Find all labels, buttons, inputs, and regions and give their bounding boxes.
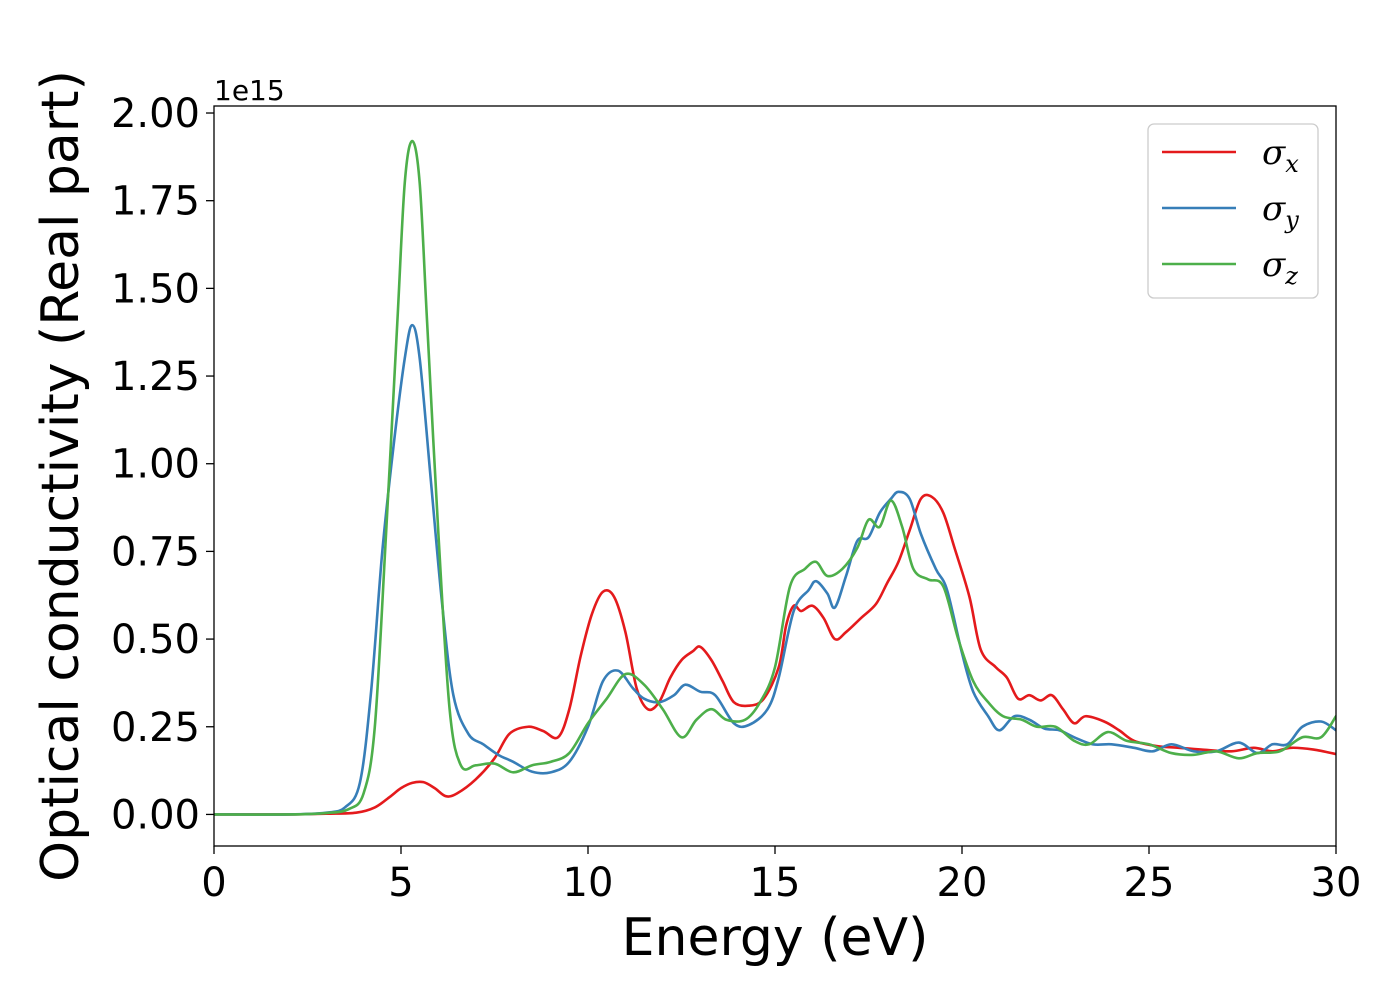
y-axis-label: Optical conductivity (Real part) [31,70,91,882]
x-tick-label: 0 [201,860,226,906]
y-tick-label: 0.50 [111,617,200,663]
y-tick-label: 0.75 [111,529,200,575]
x-tick-label: 30 [1311,860,1362,906]
x-axis-label: Energy (eV) [622,908,929,968]
series-line-sigma-x [214,493,1336,816]
x-axis: 0 5 10 15 20 25 30 [201,846,1361,906]
y-tick-label: 1.75 [111,179,200,225]
y-tick-label: 0.25 [111,705,200,751]
y-offset-label: 1e15 [214,74,285,107]
y-tick-label: 1.25 [111,354,200,400]
series-layer [214,139,1336,816]
series-line-sigma-z [214,139,1336,816]
y-tick-label: 2.00 [111,91,200,137]
y-tick-label: 1.50 [111,266,200,312]
x-tick-label: 10 [563,860,614,906]
y-tick-label: 0.00 [111,792,200,838]
y-tick-label: 1.00 [111,442,200,488]
legend-box [1147,123,1319,299]
series-line-sigma-y [214,323,1336,816]
y-axis: 0.00 0.25 0.50 0.75 1.00 1.25 1.50 1.75 2.00 [111,91,214,838]
x-tick-label: 25 [1124,860,1175,906]
x-tick-label: 15 [750,860,801,906]
x-tick-label: 5 [388,860,413,906]
x-tick-label: 20 [937,860,988,906]
